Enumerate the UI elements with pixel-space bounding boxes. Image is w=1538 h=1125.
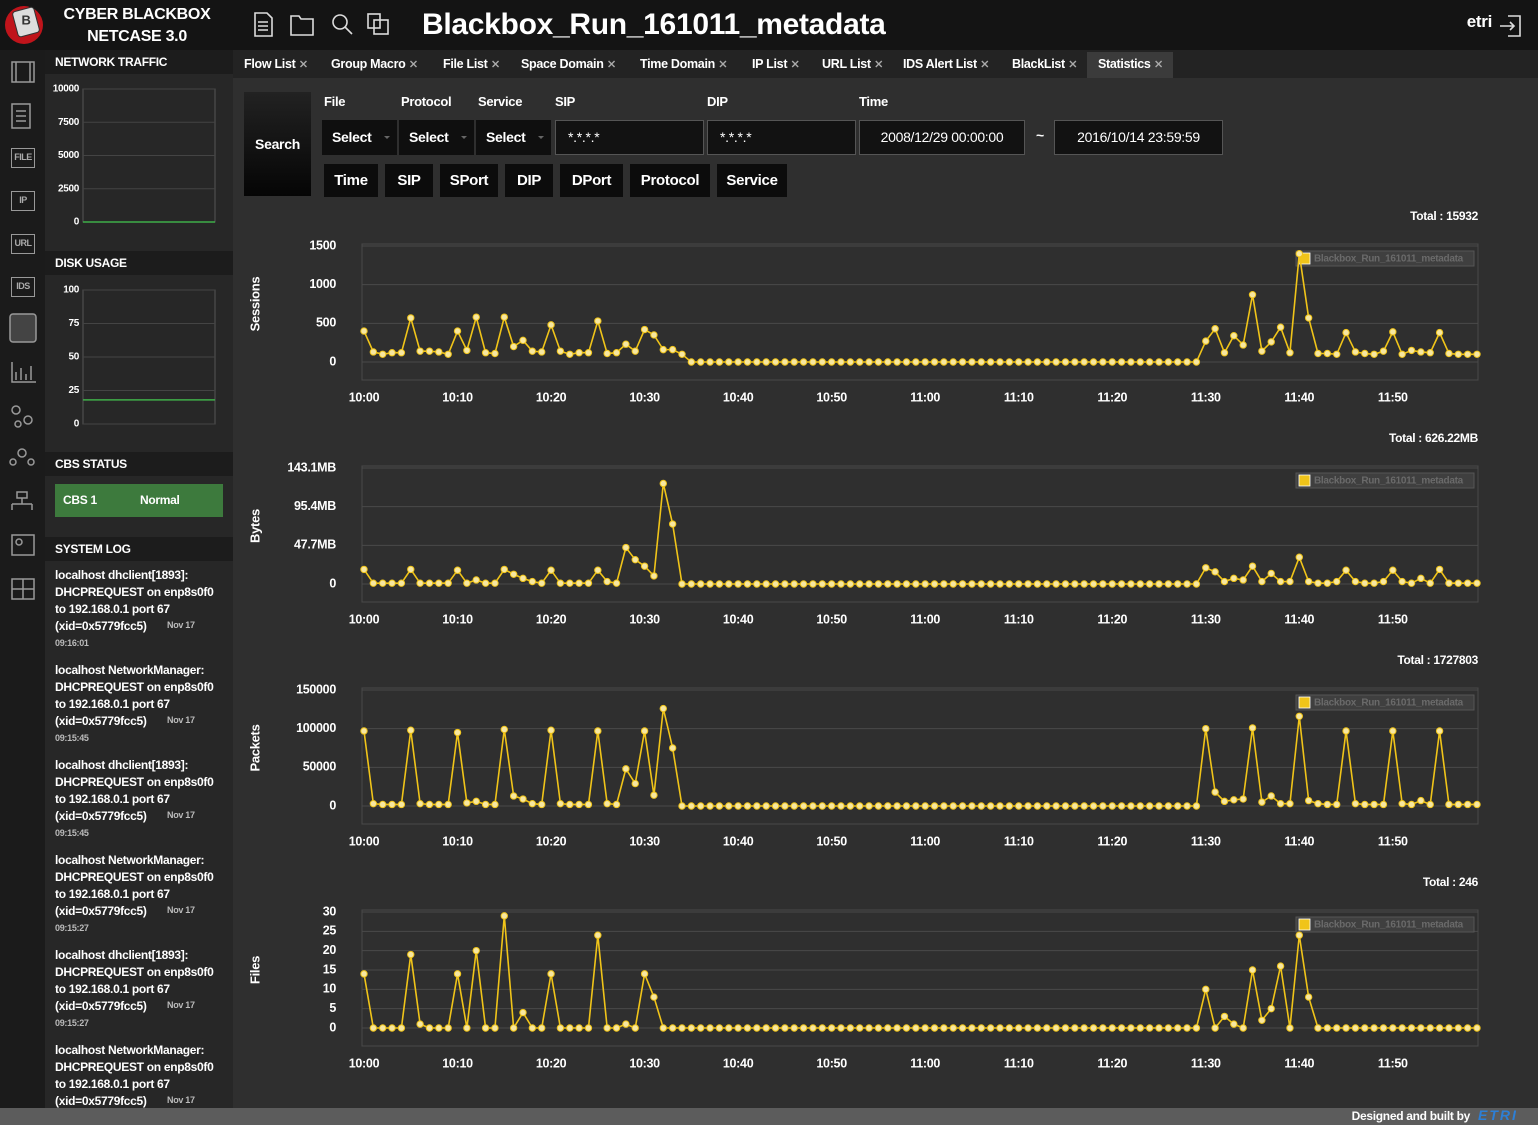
section-title: NETWORK TRAFFIC — [55, 55, 168, 69]
tab[interactable]: IDS Alert List — [903, 57, 977, 71]
footer-credit: Designed and built by — [1351, 1109, 1471, 1123]
time-separator: ~ — [1036, 127, 1044, 143]
footer-org: ETRI — [1478, 1107, 1518, 1123]
select[interactable]: Select — [322, 120, 397, 155]
log-date: Nov 17 — [167, 620, 195, 630]
log-line: (xid=0x5779fcc5) — [55, 999, 147, 1013]
nav-icon[interactable]: URL — [11, 234, 35, 254]
log-time: 09:16:01 — [55, 638, 89, 648]
log-line: to 192.168.0.1 port 67 — [55, 602, 170, 616]
tab[interactable]: Time Domain — [640, 57, 715, 71]
log-line: DHCPREQUEST on enp8s0f0 — [55, 775, 214, 789]
log-date: Nov 17 — [167, 715, 195, 725]
tab[interactable]: BlackList — [1012, 57, 1065, 71]
section-title: DISK USAGE — [55, 256, 127, 270]
dip-input[interactable]: *.*.*.* — [707, 120, 856, 155]
tab[interactable]: IP List — [752, 57, 788, 71]
tab[interactable]: Statistics — [1098, 57, 1151, 71]
log-time: 09:15:45 — [55, 733, 89, 743]
log-line: to 192.168.0.1 port 67 — [55, 792, 170, 806]
section-header — [45, 251, 233, 275]
tab[interactable]: File List — [443, 57, 488, 71]
log-date: Nov 17 — [167, 810, 195, 820]
log-line: (xid=0x5779fcc5) — [55, 714, 147, 728]
sip-input[interactable]: *.*.*.* — [555, 120, 704, 155]
log-line: DHCPREQUEST on enp8s0f0 — [55, 585, 214, 599]
time-input[interactable]: 2016/10/14 23:59:59 — [1054, 120, 1223, 155]
log-line: localhost NetworkManager: — [55, 663, 205, 677]
log-line: (xid=0x5779fcc5) — [55, 809, 147, 823]
nav-icon[interactable]: IP — [11, 191, 35, 211]
log-line: DHCPREQUEST on enp8s0f0 — [55, 680, 214, 694]
log-time: 09:15:27 — [55, 923, 89, 933]
log-line: to 192.168.0.1 port 67 — [55, 982, 170, 996]
section-header — [45, 537, 233, 561]
log-date: Nov 17 — [167, 1095, 195, 1105]
footer-bar — [0, 1108, 1538, 1125]
log-line: localhost NetworkManager: — [55, 1043, 205, 1057]
log-line: to 192.168.0.1 port 67 — [55, 697, 170, 711]
log-date: Nov 17 — [167, 1000, 195, 1010]
cbs-name: CBS 1 — [63, 493, 97, 507]
field-label: Service — [478, 94, 523, 109]
user-name[interactable]: etri — [1466, 12, 1493, 31]
log-line: localhost NetworkManager: — [55, 853, 205, 867]
time-input[interactable]: 2008/12/29 00:00:00 — [859, 120, 1025, 155]
section-header — [45, 452, 233, 476]
log-line: (xid=0x5779fcc5) — [55, 904, 147, 918]
field-label: DIP — [707, 94, 728, 109]
search-button[interactable]: Search — [244, 92, 311, 196]
log-line: localhost dhclient[1893]: — [55, 758, 189, 772]
group-button[interactable]: Protocol — [630, 164, 710, 197]
sidebar: NETWORK TRAFFIC DISK USAGE CBS STATUS SYSTE… — [45, 50, 233, 1108]
log-date: Nov 17 — [167, 905, 195, 915]
cbs-box — [55, 484, 223, 517]
tab[interactable]: Flow List — [244, 57, 296, 71]
tab[interactable]: URL List — [822, 57, 871, 71]
log-line: localhost dhclient[1893]: — [55, 948, 189, 962]
group-button[interactable]: Time — [324, 164, 378, 197]
group-button[interactable]: DIP — [505, 164, 553, 197]
section-title: CBS STATUS — [55, 457, 127, 471]
select[interactable]: Select — [399, 120, 474, 155]
log-line: DHCPREQUEST on enp8s0f0 — [55, 870, 214, 884]
field-label: Protocol — [401, 94, 452, 109]
log-line: localhost dhclient[1893]: — [55, 568, 189, 582]
log-line: DHCPREQUEST on enp8s0f0 — [55, 965, 214, 979]
group-button[interactable]: DPort — [560, 164, 623, 197]
select[interactable]: Select — [476, 120, 551, 155]
field-label: SIP — [555, 94, 576, 109]
section-header — [45, 50, 233, 74]
field-label: Time — [859, 94, 888, 109]
page-title: Blackbox_Run_161011_metadata — [422, 8, 886, 41]
tab-bar — [233, 50, 1538, 78]
group-button[interactable]: SPort — [440, 164, 498, 197]
section-title: SYSTEM LOG — [55, 542, 131, 556]
field-label: File — [324, 94, 346, 109]
tab[interactable]: Space Domain — [521, 57, 604, 71]
log-line: DHCPREQUEST on enp8s0f0 — [55, 1060, 214, 1074]
log-line: to 192.168.0.1 port 67 — [55, 887, 170, 901]
cbs-status: Normal — [140, 493, 180, 507]
log-time: 09:15:45 — [55, 828, 89, 838]
brand: NETCASE 3.0 — [87, 28, 187, 45]
nav-icon[interactable]: IDS — [11, 277, 35, 297]
log-line: (xid=0x5779fcc5) — [55, 1094, 147, 1108]
log-line: (xid=0x5779fcc5) — [55, 619, 147, 633]
group-button[interactable]: Service — [717, 164, 787, 197]
nav-icon[interactable]: FILE — [11, 148, 35, 168]
brand: CYBER BLACKBOX — [63, 6, 211, 23]
group-button[interactable]: SIP — [385, 164, 433, 197]
tab[interactable]: Group Macro — [331, 57, 406, 71]
log-line: to 192.168.0.1 port 67 — [55, 1077, 170, 1091]
log-time: 09:15:27 — [55, 1018, 89, 1028]
